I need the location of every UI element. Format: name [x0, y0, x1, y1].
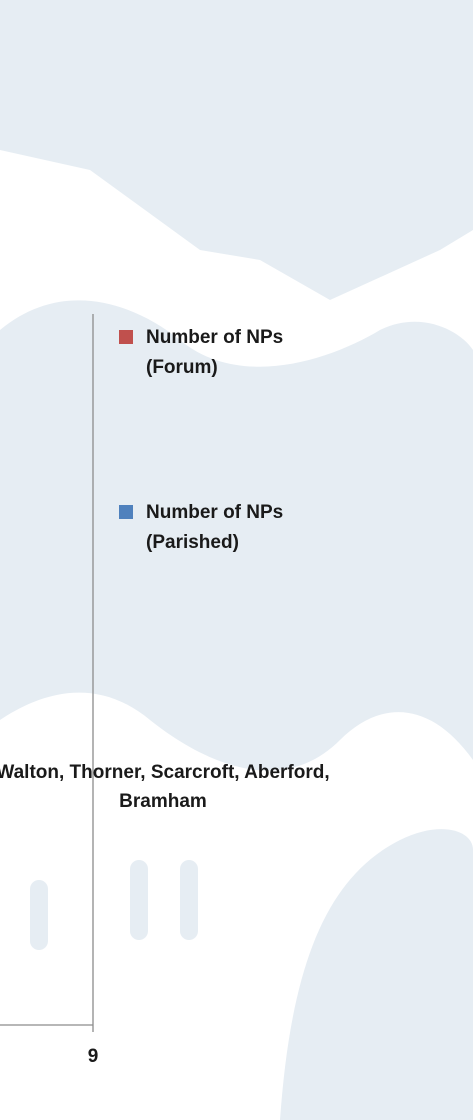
legend-swatch: [119, 505, 133, 519]
page: {"chart_data": {"type": "bar", "orientat…: [0, 0, 473, 1120]
watermark: [0, 0, 473, 1120]
category-label: Walton, Thorner, Scarcroft, Aberford,Bra…: [0, 762, 330, 812]
watermark-claw: [130, 860, 148, 940]
chart: 9 Walton, Thorner, Scarcroft, Aberford,Br…: [0, 0, 473, 1120]
watermark-crown: [0, 0, 473, 300]
x-tick-label: 9: [88, 1046, 99, 1067]
watermark-claw: [30, 880, 48, 950]
legend-swatch: [119, 330, 133, 344]
watermark-tail: [280, 829, 473, 1120]
watermark-claw: [180, 860, 198, 940]
